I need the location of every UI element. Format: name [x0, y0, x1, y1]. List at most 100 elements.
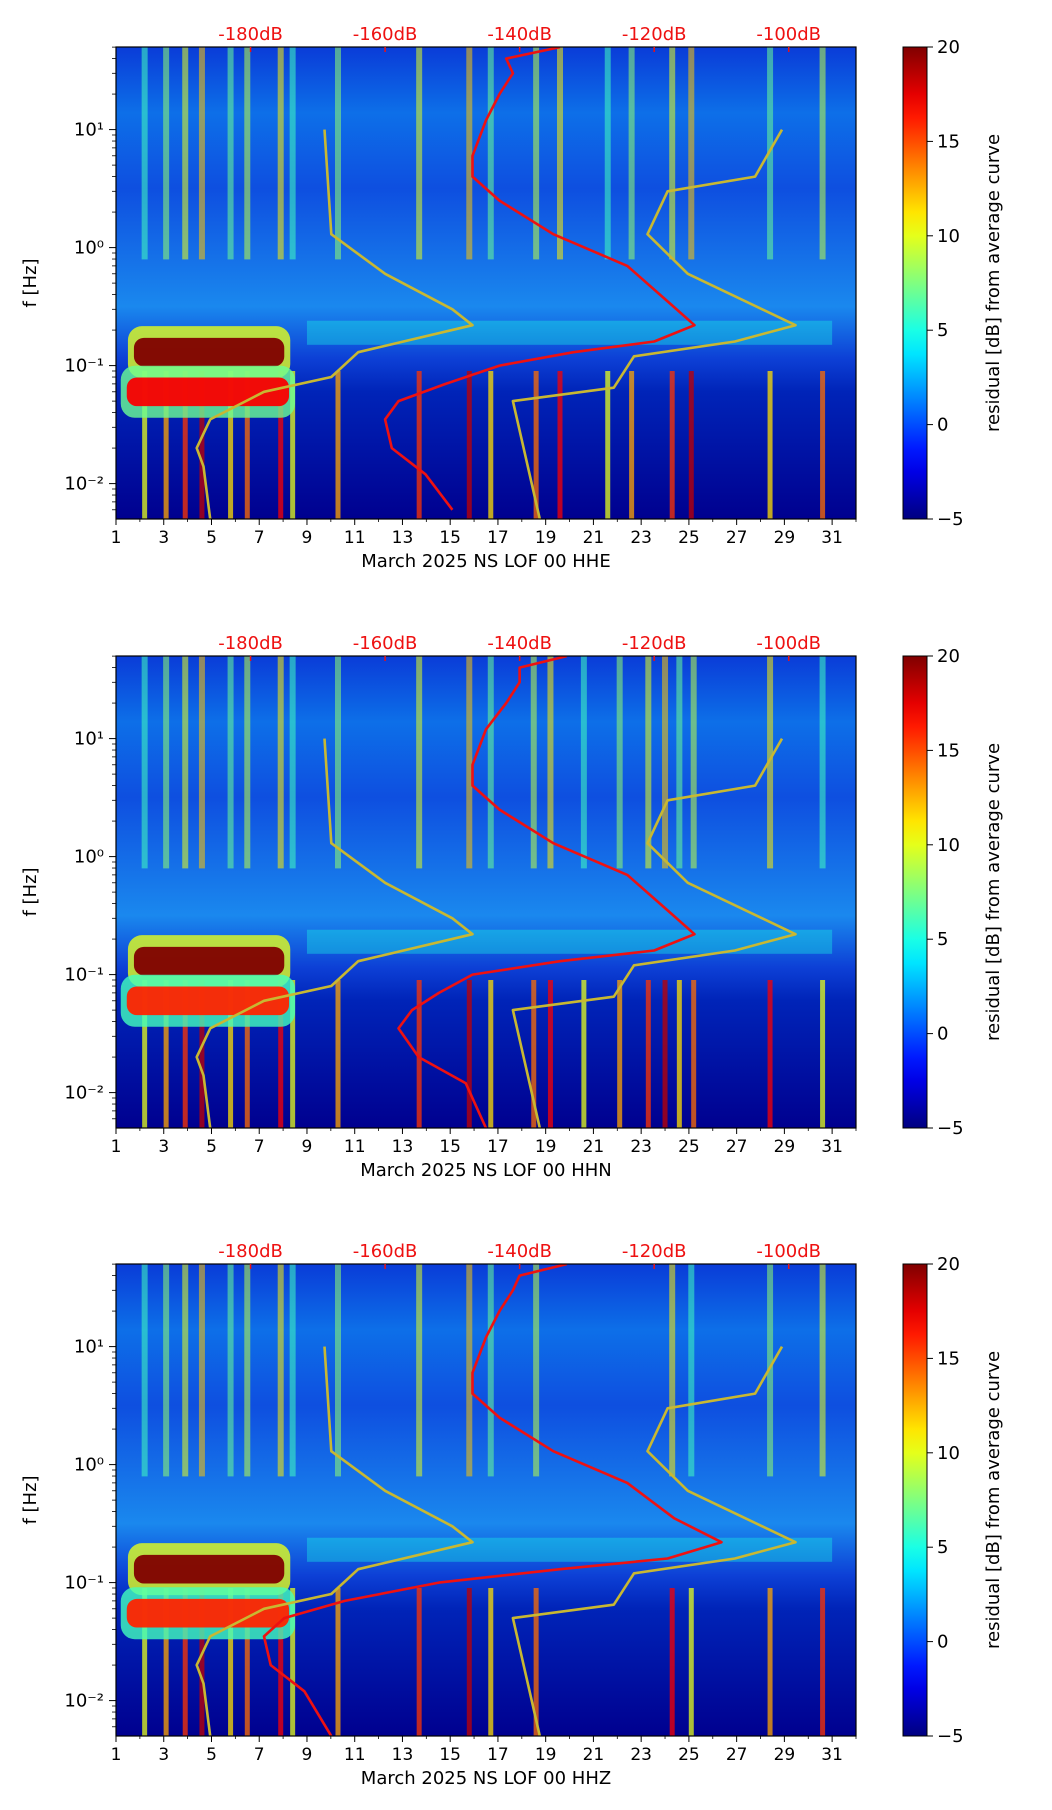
- x-tick-label: 3: [158, 1745, 169, 1765]
- colorbar-tick-label: 0: [937, 1024, 948, 1045]
- event-streak-high: [628, 47, 635, 260]
- event-streak-low: [466, 979, 472, 1128]
- average-psd-curve: [383, 47, 696, 511]
- x-tick-label: 31: [821, 528, 843, 548]
- event-streak-high: [547, 656, 554, 869]
- x-tick-label: 21: [583, 1745, 605, 1765]
- event-streak-low: [163, 1587, 169, 1736]
- event-streak-high: [645, 656, 652, 869]
- event-streak-high: [688, 47, 695, 260]
- event-streak-low: [820, 370, 826, 519]
- x-tick-label: 11: [344, 528, 366, 548]
- y-tick-label: 10¹: [74, 120, 104, 141]
- event-streak-high: [163, 47, 170, 260]
- x-axis-label: March 2025 NS LOF 00 HHE: [361, 551, 610, 572]
- event-streak-low: [629, 370, 635, 519]
- event-streak-high: [198, 47, 205, 260]
- event-streak-high: [227, 47, 234, 260]
- event-streak-low: [142, 979, 148, 1128]
- event-streak-low: [416, 1587, 422, 1736]
- event-streak-low: [645, 979, 651, 1128]
- x-tick-label: 23: [630, 528, 652, 548]
- event-streak-high: [604, 47, 611, 260]
- x-tick-label: 3: [158, 528, 169, 548]
- event-streak-high: [289, 1264, 296, 1477]
- colorbar-tick-label: 15: [937, 1348, 960, 1369]
- event-streak-high: [141, 1264, 148, 1477]
- event-streak-low: [688, 1587, 694, 1736]
- event-streak-low: [669, 1587, 675, 1736]
- event-streak-low: [691, 979, 697, 1128]
- x-tick-label: 31: [821, 1137, 843, 1157]
- event-streak-low: [228, 979, 234, 1128]
- heatmap-background: [116, 47, 856, 519]
- event-streak-low: [244, 1587, 250, 1736]
- x-tick-label: 1: [111, 1137, 122, 1157]
- top-db-tick-label: -120dB: [622, 633, 687, 654]
- event-streak-low: [182, 979, 188, 1128]
- top-db-tick-label: -140dB: [487, 1241, 552, 1262]
- event-streak-high: [244, 656, 251, 869]
- event-streak-high: [416, 656, 423, 869]
- event-streak-high: [277, 656, 284, 869]
- x-tick-label: 17: [487, 1137, 509, 1157]
- event-streak-low: [163, 370, 169, 519]
- x-tick-label: 13: [392, 1137, 414, 1157]
- y-axis-label: f [Hz]: [20, 867, 41, 916]
- event-streak-high: [662, 656, 669, 869]
- event-streak-high: [141, 656, 148, 869]
- event-streak-low: [488, 1587, 494, 1736]
- x-tick-label: 3: [158, 1137, 169, 1157]
- x-tick-label: 15: [439, 528, 461, 548]
- event-streak-high: [277, 47, 284, 260]
- x-tick-label: 25: [678, 1745, 700, 1765]
- event-streak-high: [163, 656, 170, 869]
- event-streak-high: [466, 656, 473, 869]
- x-tick-label: 1: [111, 1745, 122, 1765]
- event-streak-high: [182, 656, 189, 869]
- heatmap-background: [116, 656, 856, 1128]
- y-tick-label: 10⁰: [74, 847, 104, 868]
- x-tick-label: 5: [206, 528, 217, 548]
- x-tick-label: 23: [630, 1745, 652, 1765]
- event-streak-high: [616, 656, 623, 869]
- microseism-band: [133, 1554, 285, 1584]
- event-streak-high: [767, 1264, 774, 1477]
- colorbar-label: residual [dB] from average curve: [983, 1351, 1004, 1649]
- x-tick-label: 5: [206, 1137, 217, 1157]
- event-streak-high: [416, 1264, 423, 1477]
- event-streak-low: [557, 370, 563, 519]
- event-streak-low: [662, 979, 668, 1128]
- event-streak-high: [819, 47, 826, 260]
- event-streak-low: [290, 370, 296, 519]
- event-streak-low: [199, 1587, 205, 1736]
- x-tick-label: 11: [344, 1137, 366, 1157]
- x-tick-label: 29: [774, 1137, 796, 1157]
- event-streak-low: [335, 1587, 341, 1736]
- high-noise-model-curve: [511, 737, 797, 1128]
- y-tick-label: 10⁻¹: [64, 356, 104, 377]
- event-streak-high: [335, 47, 341, 260]
- event-streak-high: [227, 656, 234, 869]
- event-streak-low: [244, 370, 250, 519]
- event-streak-high: [141, 47, 148, 260]
- x-tick-label: 17: [487, 528, 509, 548]
- event-streak-high: [767, 656, 774, 869]
- microseism-glow: [306, 1537, 833, 1562]
- event-streak-low: [416, 979, 422, 1128]
- y-tick-label: 10⁰: [74, 1455, 104, 1476]
- x-tick-label: 15: [439, 1137, 461, 1157]
- event-streak-high: [819, 1264, 826, 1477]
- microseism-glow: [306, 929, 833, 954]
- y-tick-label: 10⁻²: [64, 1083, 104, 1104]
- x-tick-label: 9: [302, 1137, 313, 1157]
- y-tick-label: 10⁻²: [64, 1691, 104, 1712]
- event-streak-low: [278, 1587, 284, 1736]
- high-noise-model-curve: [511, 128, 797, 519]
- x-tick-label: 9: [302, 1745, 313, 1765]
- x-tick-label: 25: [678, 1137, 700, 1157]
- x-tick-label: 5: [206, 1745, 217, 1765]
- event-streak-low: [466, 1587, 472, 1736]
- event-streak-high: [669, 1264, 676, 1477]
- event-streak-high: [244, 47, 251, 260]
